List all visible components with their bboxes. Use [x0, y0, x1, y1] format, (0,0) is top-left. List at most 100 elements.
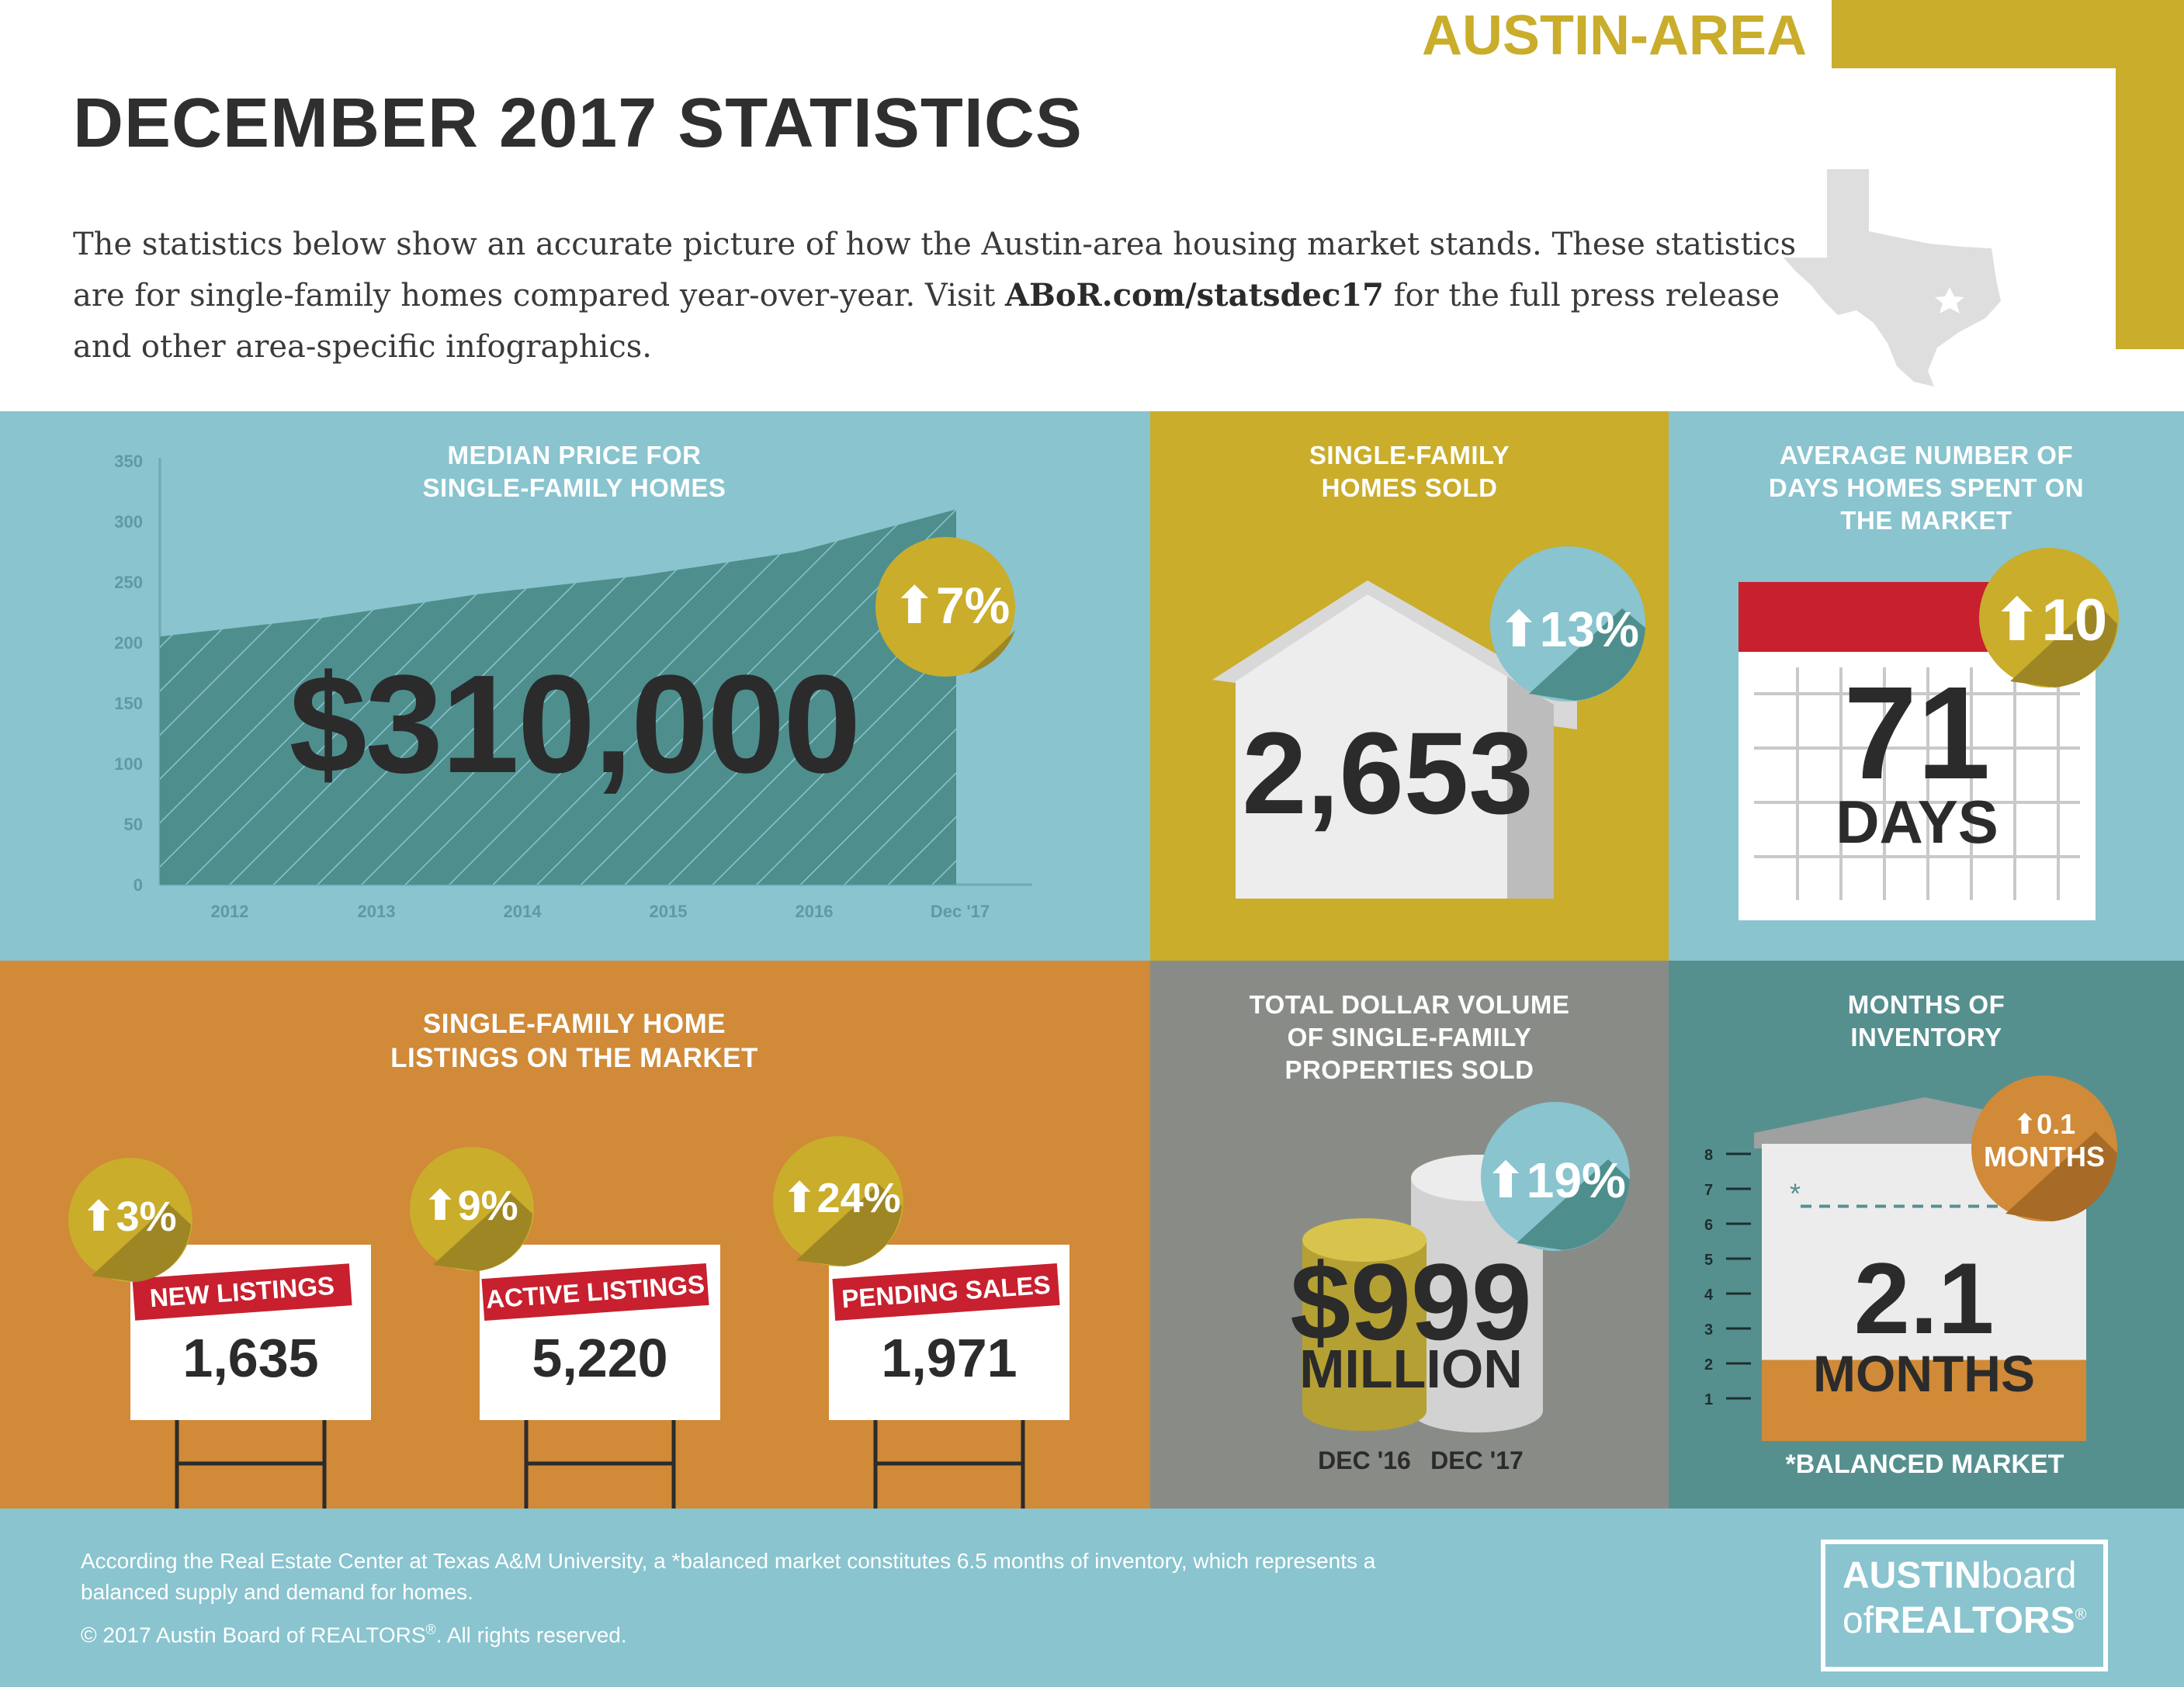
days-title-line2: DAYS HOMES SPENT ON	[1768, 473, 2085, 502]
volume-label-dec16: DEC '16	[1318, 1446, 1411, 1474]
arrow-up-icon: ⬆	[2012, 1108, 2037, 1140]
median-price-chart: 0 50 100 150 200 250 300 350 2012 2013 2014 2015 20…	[114, 452, 1032, 921]
pending-sales-value: 1,971	[881, 1328, 1017, 1388]
active-listings-value: 5,220	[532, 1328, 668, 1388]
inventory-scale-label: 7	[1704, 1182, 1713, 1199]
intro-paragraph: The statistics below show an accurate pi…	[73, 219, 1804, 372]
x-tick-label: 2014	[504, 902, 543, 921]
median-title-line1: MEDIAN PRICE FOR	[447, 441, 702, 469]
median-price-value: $310,000	[289, 646, 861, 802]
abor-logo-text: AUSTINboard ofREALTORS®	[1843, 1555, 2087, 1641]
house-icon	[1212, 580, 1577, 899]
days-change-badge	[1979, 548, 2119, 688]
listings-panel: SINGLE-FAMILY HOME LISTINGS ON THE MARKE…	[0, 961, 1150, 1509]
arrow-up-icon: ⬆	[81, 1193, 116, 1240]
footer-note-line1: According the Real Estate Center at Texa…	[81, 1549, 1376, 1573]
volume-title-line2: OF SINGLE-FAMILY	[1287, 1023, 1532, 1051]
footer: According the Real Estate Center at Texa…	[0, 1509, 2184, 1687]
days-unit: DAYS	[1836, 788, 1999, 856]
x-tick-label: 2012	[211, 902, 249, 921]
sold-title-line1: SINGLE-FAMILY	[1309, 441, 1510, 469]
arrow-up-icon: ⬆	[1992, 587, 2042, 653]
inventory-scale-label: 3	[1704, 1322, 1713, 1339]
inventory-title: MONTHS OF INVENTORY	[1771, 989, 2082, 1054]
sign-post	[175, 1420, 327, 1509]
texas-map-icon	[1784, 169, 2001, 386]
x-tick-label: 2013	[358, 902, 396, 921]
listings-title-line1: SINGLE-FAMILY HOME	[422, 1009, 726, 1039]
listings-title-line2: LISTINGS ON THE MARKET	[390, 1043, 758, 1073]
copyright: © 2017 Austin Board of REALTORS®. All ri…	[81, 1622, 627, 1647]
volume-title-line1: TOTAL DOLLAR VOLUME	[1249, 990, 1570, 1019]
volume-title: TOTAL DOLLAR VOLUME OF SINGLE-FAMILY PRO…	[1215, 989, 1603, 1086]
days-value: 71	[1843, 660, 1991, 807]
median-title-line2: SINGLE-FAMILY HOMES	[422, 473, 726, 502]
page-title: DECEMBER 2017 STATISTICS	[73, 85, 1083, 162]
volume-value: $999	[1290, 1241, 1532, 1363]
pending-sales-change: ⬆24%	[782, 1175, 901, 1221]
footer-note-line2: balanced supply and demand for homes.	[81, 1580, 473, 1604]
days-change-text: ⬆10	[1992, 587, 2108, 653]
inventory-house-gauge: * 8 7 6 5 4 3 2 1	[1704, 1097, 2094, 1441]
inventory-value: 2.1	[1853, 1242, 1995, 1355]
y-tick-label: 300	[114, 512, 143, 532]
days-title: AVERAGE NUMBER OF DAYS HOMES SPENT ON TH…	[1732, 439, 2120, 537]
sign-post	[524, 1420, 676, 1509]
inventory-scale-label: 8	[1704, 1147, 1713, 1164]
dollar-volume-panel: TOTAL DOLLAR VOLUME OF SINGLE-FAMILY PRO…	[1150, 961, 1669, 1509]
x-tick-label: 2016	[796, 902, 834, 921]
y-tick-label: 150	[114, 694, 143, 713]
inventory-scale-label: 6	[1704, 1217, 1713, 1234]
abor-logo[interactable]	[1821, 1540, 2108, 1671]
inventory-scale-label: 5	[1704, 1252, 1713, 1269]
volume-title-line3: PROPERTIES SOLD	[1284, 1055, 1534, 1084]
pending-sales-badge	[773, 1136, 903, 1266]
y-tick-label: 50	[124, 815, 143, 834]
listings-title: SINGLE-FAMILY HOME LISTINGS ON THE MARKE…	[341, 1007, 807, 1076]
median-change-text: ⬆7%	[893, 577, 1011, 634]
inventory-change-text: ⬆0.1 MONTHS	[1984, 1108, 2105, 1173]
inventory-panel: MONTHS OF INVENTORY * 8 7 6 5 4 3 2 1 2.1 MONTH…	[1669, 961, 2184, 1509]
new-listings-value: 1,635	[182, 1328, 319, 1388]
x-tick-label: Dec '17	[931, 902, 990, 921]
y-tick-label: 250	[114, 573, 143, 592]
volume-change-text: ⬆19%	[1485, 1152, 1626, 1208]
inventory-level-fill	[1762, 1360, 2086, 1441]
active-listings-change: ⬆9%	[422, 1183, 518, 1229]
y-tick-label: 0	[133, 875, 143, 895]
inventory-title-line1: MONTHS OF	[1847, 990, 2005, 1019]
balanced-asterisk: *	[1790, 1178, 1801, 1210]
inventory-scale-label: 1	[1704, 1391, 1713, 1408]
footer-note: According the Real Estate Center at Texa…	[81, 1546, 1555, 1608]
active-listings-badge	[410, 1147, 534, 1271]
inventory-scale-label: 2	[1704, 1356, 1713, 1374]
corner-frame	[1832, 0, 2184, 349]
homes-sold-title: SINGLE-FAMILY HOMES SOLD	[1215, 439, 1603, 504]
arrow-up-icon: ⬆	[1485, 1152, 1527, 1208]
intro-text-end: for the full press release and other are…	[73, 278, 1780, 365]
x-tick-label: 2015	[650, 902, 688, 921]
inventory-unit: MONTHS	[1813, 1345, 2035, 1402]
median-change-badge	[875, 537, 1015, 677]
arrow-up-icon: ⬆	[1498, 601, 1540, 657]
volume-change-badge	[1481, 1102, 1630, 1251]
inventory-change-badge	[1971, 1076, 2117, 1221]
arrow-up-icon: ⬆	[422, 1183, 458, 1229]
homes-sold-panel: SINGLE-FAMILY HOMES SOLD 2,653 ⬆13%	[1150, 411, 1669, 961]
arrow-up-icon: ⬆	[782, 1175, 817, 1221]
y-tick-label: 200	[114, 633, 143, 653]
stats-link[interactable]: ABoR.com/statsdec17	[1005, 277, 1385, 313]
homes-sold-value: 2,653	[1242, 708, 1534, 838]
sold-change-text: ⬆13%	[1498, 601, 1639, 657]
median-price-title: MEDIAN PRICE FOR SINGLE-FAMILY HOMES	[341, 439, 807, 504]
inventory-scale-label: 4	[1704, 1287, 1714, 1304]
volume-unit: MILLION	[1299, 1339, 1523, 1399]
sold-title-line2: HOMES SOLD	[1321, 473, 1498, 502]
days-title-line3: THE MARKET	[1840, 506, 2012, 535]
sign-post	[873, 1420, 1025, 1509]
median-price-panel: MEDIAN PRICE FOR SINGLE-FAMILY HOMES 0 50…	[0, 411, 1150, 961]
days-on-market-panel: AVERAGE NUMBER OF DAYS HOMES SPENT ON TH…	[1669, 411, 2184, 961]
chart-area-series	[160, 509, 956, 885]
sold-change-badge	[1490, 546, 1645, 701]
volume-label-dec17: DEC '17	[1430, 1446, 1524, 1474]
